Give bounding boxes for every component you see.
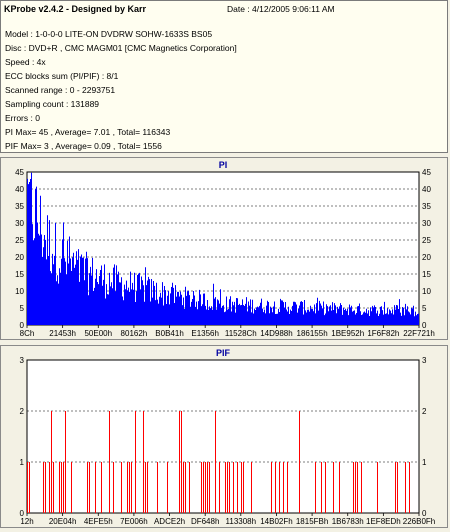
y-tick-label-right: 25 bbox=[422, 236, 431, 245]
x-tick-label: 1EF8EDh bbox=[366, 517, 401, 526]
x-tick-label: E1356h bbox=[191, 329, 219, 338]
y-tick-label-left: 3 bbox=[20, 356, 25, 365]
y-tick-label-right: 40 bbox=[422, 185, 431, 194]
x-tick-label: 50E00h bbox=[84, 329, 112, 338]
y-tick-label-right: 15 bbox=[422, 270, 431, 279]
y-tick-label-right: 0 bbox=[422, 509, 427, 518]
y-tick-label-left: 2 bbox=[20, 407, 25, 416]
y-tick-label-left: 25 bbox=[15, 236, 24, 245]
x-tick-label: 1F6F82h bbox=[367, 329, 399, 338]
y-tick-label-right: 30 bbox=[422, 219, 431, 228]
x-tick-label: 21453h bbox=[49, 329, 76, 338]
y-tick-label-left: 1 bbox=[20, 458, 25, 467]
x-tick-label: DF648h bbox=[191, 517, 219, 526]
y-tick-label-left: 10 bbox=[15, 287, 24, 296]
chart-title: PI bbox=[219, 160, 228, 170]
x-tick-label: ADCE2h bbox=[154, 517, 185, 526]
pi-series bbox=[27, 172, 419, 325]
sampling-line: Sampling count : 131889 bbox=[5, 99, 100, 109]
x-tick-label: 20E04h bbox=[49, 517, 77, 526]
pif-series bbox=[27, 411, 410, 513]
speed-line: Speed : 4x bbox=[5, 57, 46, 67]
x-tick-label: 226B0Fh bbox=[403, 517, 435, 526]
y-tick-label-left: 5 bbox=[20, 304, 25, 313]
model-line: Model : 1-0-0-0 LITE-ON DVDRW SOHW-1633S… bbox=[5, 29, 213, 39]
x-tick-label: 22F721h bbox=[403, 329, 435, 338]
pi-chart-panel: PI 0 0 5 5 10 10 15 15 20 20 25 25 30 30 35 35 40 40 45 45 8C… bbox=[0, 157, 448, 340]
x-tick-label: 8Ch bbox=[20, 329, 35, 338]
ecc-line: ECC blocks sum (PI/PIF) : 8/1 bbox=[5, 71, 119, 81]
x-tick-label: 113308h bbox=[226, 517, 257, 526]
disc-line: Disc : DVD+R , CMC MAGM01 [CMC Magnetics… bbox=[5, 43, 237, 53]
x-tick-label: 1B6783h bbox=[332, 517, 364, 526]
y-tick-label-right: 10 bbox=[422, 287, 431, 296]
y-tick-label-right: 5 bbox=[422, 304, 427, 313]
x-tick-label: 7E006h bbox=[120, 517, 148, 526]
pif-chart-panel: PIF 0 0 1 1 2 2 3 3 12h 20E04h 4EFE5h 7E006h ADCE2h DF… bbox=[0, 345, 448, 528]
pif-chart: PIF 0 0 1 1 2 2 3 3 12h 20E04h 4EFE5h 7E006h ADCE2h DF… bbox=[20, 348, 436, 526]
chart-title: PIF bbox=[216, 348, 231, 358]
range-line: Scanned range : 0 - 2293751 bbox=[5, 85, 116, 95]
y-tick-label-right: 0 bbox=[422, 321, 427, 330]
scan-date: Date : 4/12/2005 9:06:11 AM bbox=[227, 4, 335, 14]
y-tick-label-left: 0 bbox=[20, 321, 25, 330]
y-tick-label-right: 20 bbox=[422, 253, 431, 262]
x-tick-label: 14D988h bbox=[260, 329, 292, 338]
y-tick-label-right: 3 bbox=[422, 356, 427, 365]
x-tick-label: 80162h bbox=[121, 329, 148, 338]
x-tick-label: 1815FBh bbox=[296, 517, 328, 526]
app-title: KProbe v2.4.2 - Designed by Karr bbox=[4, 4, 147, 14]
pi-stats-line: PI Max= 45 , Average= 7.01 , Total= 1163… bbox=[5, 127, 171, 137]
info-panel: KProbe v2.4.2 - Designed by Karr Date : … bbox=[0, 0, 448, 153]
y-tick-label-left: 0 bbox=[20, 509, 25, 518]
y-tick-label-left: 20 bbox=[15, 253, 24, 262]
pif-stats-line: PIF Max= 3 , Average= 0.09 , Total= 1556 bbox=[5, 141, 162, 151]
y-tick-label-left: 35 bbox=[15, 202, 24, 211]
y-tick-label-left: 40 bbox=[15, 185, 24, 194]
y-tick-label-left: 30 bbox=[15, 219, 24, 228]
x-tick-label: 186155h bbox=[297, 329, 328, 338]
pi-chart: PI 0 0 5 5 10 10 15 15 20 20 25 25 30 30 35 35 40 40 45 45 8C… bbox=[15, 160, 435, 338]
x-tick-label: 14B02Fh bbox=[260, 517, 292, 526]
y-tick-label-right: 1 bbox=[422, 458, 427, 467]
x-tick-label: 12h bbox=[20, 517, 33, 526]
plot-area bbox=[26, 359, 420, 514]
errors-line: Errors : 0 bbox=[5, 113, 40, 123]
x-tick-label: B0B41h bbox=[155, 329, 183, 338]
x-tick-label: 1BE952h bbox=[331, 329, 364, 338]
y-tick-label-right: 45 bbox=[422, 168, 431, 177]
y-tick-label-right: 35 bbox=[422, 202, 431, 211]
y-tick-label-left: 45 bbox=[15, 168, 24, 177]
x-tick-label: 4EFE5h bbox=[84, 517, 113, 526]
y-tick-label-left: 15 bbox=[15, 270, 24, 279]
y-tick-label-right: 2 bbox=[422, 407, 427, 416]
x-tick-label: 11528Ch bbox=[225, 329, 257, 338]
